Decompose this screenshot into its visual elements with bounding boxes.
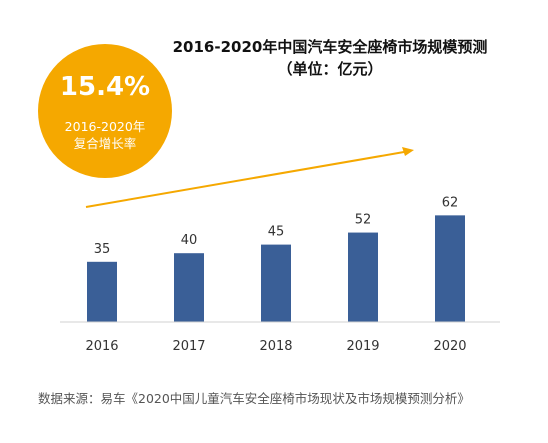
x-tick-label-2020: 2020 [433, 339, 466, 354]
value-label-2019: 52 [355, 213, 372, 228]
value-label-2020: 62 [442, 195, 459, 210]
bar-2020 [435, 215, 465, 322]
cagr-label: 复合增长率 [73, 136, 137, 151]
value-label-2017: 40 [181, 233, 198, 248]
trend-arrow [85, 147, 414, 208]
source-note: 数据来源：易车《2020中国儿童汽车安全座椅市场现状及市场规模预测分析》 [38, 391, 470, 406]
x-tick-label-2019: 2019 [346, 339, 379, 354]
x-tick-label-2016: 2016 [85, 339, 118, 354]
x-tick-label-2018: 2018 [259, 339, 292, 354]
chart-subtitle: （单位：亿元） [277, 60, 383, 78]
cagr-period: 2016-2020年 [64, 119, 146, 134]
x-tick-label-2017: 2017 [172, 339, 205, 354]
bar-2016 [87, 261, 117, 322]
bar-2018 [261, 244, 291, 322]
cagr-value: 15.4% [59, 72, 151, 102]
bar-2019 [348, 232, 378, 322]
value-label-2018: 45 [268, 225, 285, 240]
chart-title: 2016-2020年中国汽车安全座椅市场规模预测 [172, 38, 488, 56]
bar-2017 [174, 253, 204, 322]
cagr-badge: 15.4% 2016-2020年 复合增长率 [38, 44, 172, 178]
value-label-2016: 35 [94, 242, 111, 257]
